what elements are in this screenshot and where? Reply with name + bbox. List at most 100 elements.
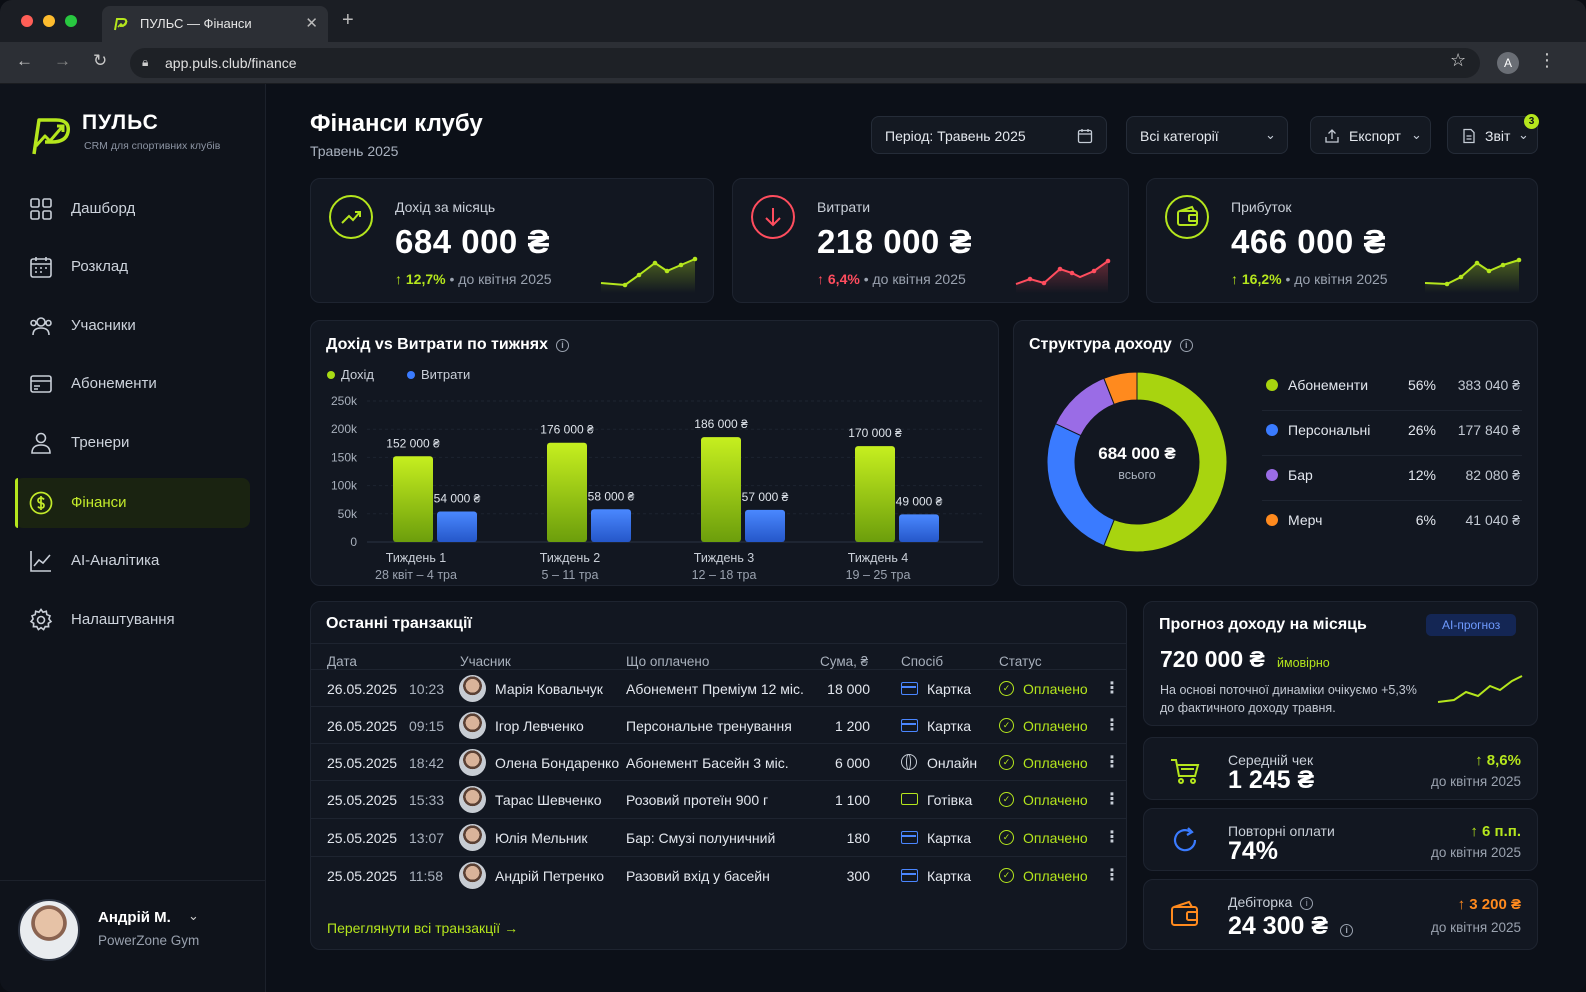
bookmark-star-icon[interactable]: ☆ xyxy=(1450,50,1467,70)
more-options-icon[interactable]: ⋮ xyxy=(1104,791,1120,808)
sidebar-item-members[interactable]: Учасники xyxy=(15,301,250,351)
x-tick-label: Тиждень 1 xyxy=(386,551,447,565)
new-tab-button[interactable]: + xyxy=(342,9,354,31)
income-bar[interactable] xyxy=(547,442,587,542)
export-button[interactable]: Експорт ⌄ xyxy=(1310,116,1431,154)
tx-amount: 180 xyxy=(846,830,870,846)
address-bar[interactable]: 🔒︎ app.puls.club/finance xyxy=(130,48,1480,78)
expense-bar[interactable] xyxy=(745,509,785,542)
more-options-icon[interactable]: ⋮ xyxy=(1104,754,1120,771)
period-label: Період: Травень 2025 xyxy=(885,128,1026,144)
minimize-window-button[interactable] xyxy=(43,15,55,27)
avatar xyxy=(459,824,486,851)
check-circle-icon: ✓ xyxy=(999,718,1014,733)
upload-icon xyxy=(1325,129,1339,143)
info-icon[interactable]: i xyxy=(1340,924,1354,937)
bar-value-label: 57 000 ₴ xyxy=(742,490,789,504)
info-icon[interactable]: i xyxy=(1300,897,1314,910)
avatar xyxy=(18,899,80,961)
tx-time: 09:15 xyxy=(409,718,445,734)
info-icon[interactable]: i xyxy=(555,339,569,352)
avg-check-card: Середній чек 1 245 ₴ ↑ 8,6% до квітня 20… xyxy=(1143,737,1538,800)
column-header[interactable]: Статус xyxy=(999,654,1042,669)
table-row[interactable]: 26.05.2025 09:15 Ігор Левченко Персональне … xyxy=(311,706,1127,743)
tx-method: Картка xyxy=(927,718,972,734)
maximize-window-button[interactable] xyxy=(65,15,77,27)
card-icon xyxy=(901,831,918,844)
trend-up-icon xyxy=(329,195,373,239)
donut-slice[interactable] xyxy=(1046,423,1115,547)
close-window-button[interactable] xyxy=(21,15,33,27)
donut-slice[interactable] xyxy=(1103,371,1228,553)
income-donut-chart: 684 000 ₴ всього xyxy=(1046,371,1228,553)
column-header[interactable]: Спосіб xyxy=(901,654,944,669)
browser-tab[interactable]: ПУЛЬС — Фінанси ✕ xyxy=(102,6,328,42)
chevron-down-icon[interactable]: ⌄ xyxy=(188,908,199,923)
tx-method: Картка xyxy=(927,868,972,884)
sidebar-item-dashboard[interactable]: Дашборд xyxy=(15,184,250,234)
column-header[interactable]: Учасник xyxy=(460,654,511,669)
sidebar-item-settings[interactable]: Налаштування xyxy=(15,595,250,645)
close-tab-icon[interactable]: ✕ xyxy=(305,15,318,32)
table-row[interactable]: 25.05.2025 15:33 Тарас Шевченко Розовий про… xyxy=(311,780,1127,817)
income-bar[interactable] xyxy=(701,437,741,542)
reload-icon[interactable]: ↻ xyxy=(93,51,108,70)
report-button[interactable]: Звіт ⌄ xyxy=(1447,116,1538,154)
column-header[interactable]: Сума, ₴ xyxy=(820,654,869,669)
donut-slice[interactable] xyxy=(1054,377,1115,437)
expense-bar[interactable] xyxy=(591,509,631,542)
expense-bar[interactable] xyxy=(899,514,939,542)
sidebar-item-trainers[interactable]: Тренери xyxy=(15,418,250,468)
period-picker[interactable]: Період: Травень 2025 xyxy=(871,116,1107,154)
tx-member[interactable]: Марія Ковальчук xyxy=(495,681,603,697)
mini-value: 74% xyxy=(1228,837,1279,865)
tx-member[interactable]: Олена Бондаренко xyxy=(495,755,620,771)
mini-value: 1 245 ₴ xyxy=(1228,766,1315,794)
column-header[interactable]: Що оплачено xyxy=(626,654,710,669)
tx-member[interactable]: Ігор Левченко xyxy=(495,718,584,734)
info-icon[interactable]: i xyxy=(1179,339,1193,352)
tx-member[interactable]: Юлія Мельник xyxy=(495,830,588,846)
legend-expenses: Витрати xyxy=(407,367,470,382)
weekly-bar-chart: 250k 200k 150k 100k 50k 0 152 000 ₴ 54 00… xyxy=(331,394,983,582)
column-header[interactable]: Дата xyxy=(327,654,357,669)
gear-icon xyxy=(29,608,53,631)
sidebar-item-label: Тренери xyxy=(71,434,130,451)
donut-slice[interactable] xyxy=(1103,371,1138,406)
profile-avatar[interactable]: A xyxy=(1497,52,1519,74)
more-options-icon[interactable]: ⋮ xyxy=(1104,867,1120,884)
more-options-icon[interactable]: ⋮ xyxy=(1104,829,1120,846)
tx-item: Персональне тренування xyxy=(626,718,792,734)
forward-icon[interactable]: → xyxy=(54,51,71,70)
ai-forecast-badge: AI-прогноз xyxy=(1426,614,1517,636)
table-row[interactable]: 25.05.2025 13:07 Юлія Мельник Бар: Смузі по… xyxy=(311,818,1127,855)
sidebar-item-schedule[interactable]: Розклад xyxy=(15,242,250,292)
income-bar[interactable] xyxy=(393,456,433,542)
sidebar-item-memberships[interactable]: Абонементи xyxy=(15,359,250,409)
tx-member[interactable]: Андрій Петренко xyxy=(495,868,605,884)
page-title: Фінанси клубу xyxy=(310,110,483,137)
browser-menu-icon[interactable]: ⋮ xyxy=(1538,50,1556,70)
expense-bar[interactable] xyxy=(437,511,477,542)
sidebar-item-ai-analytics[interactable]: AI-Аналітика xyxy=(15,536,250,586)
back-icon[interactable]: ← xyxy=(16,51,33,70)
category-select[interactable]: Всі категорії ⌄ xyxy=(1126,116,1288,154)
table-row[interactable]: 25.05.2025 18:42 Олена Бондаренко Абонемент… xyxy=(311,743,1127,780)
card-icon xyxy=(901,869,918,882)
tx-member[interactable]: Тарас Шевченко xyxy=(495,792,602,808)
view-all-transactions-link[interactable]: Переглянути всі транзакції → xyxy=(327,920,519,936)
table-row[interactable]: 26.05.2025 10:23 Марія Ковальчук Абонемент … xyxy=(311,669,1127,706)
tx-item: Абонемент Басейн 3 міс. xyxy=(626,755,789,771)
more-options-icon[interactable]: ⋮ xyxy=(1104,717,1120,734)
more-options-icon[interactable]: ⋮ xyxy=(1104,680,1120,697)
arrow-down-icon xyxy=(751,195,795,239)
user-profile[interactable]: Андрій М. ⌄ PowerZone Gym xyxy=(0,880,266,992)
table-row[interactable]: 25.05.2025 11:58 Андрій Петренко Разовий вх… xyxy=(311,856,1127,893)
sidebar-item-finance[interactable]: Фінанси xyxy=(15,478,250,528)
x-range-label: 28 квіт – 4 тра xyxy=(375,568,457,582)
tx-date: 25.05.2025 xyxy=(327,830,398,846)
tx-status: Оплачено xyxy=(1023,755,1088,771)
income-bar[interactable] xyxy=(855,446,895,542)
sidebar-item-label: AI-Аналітика xyxy=(71,552,160,569)
